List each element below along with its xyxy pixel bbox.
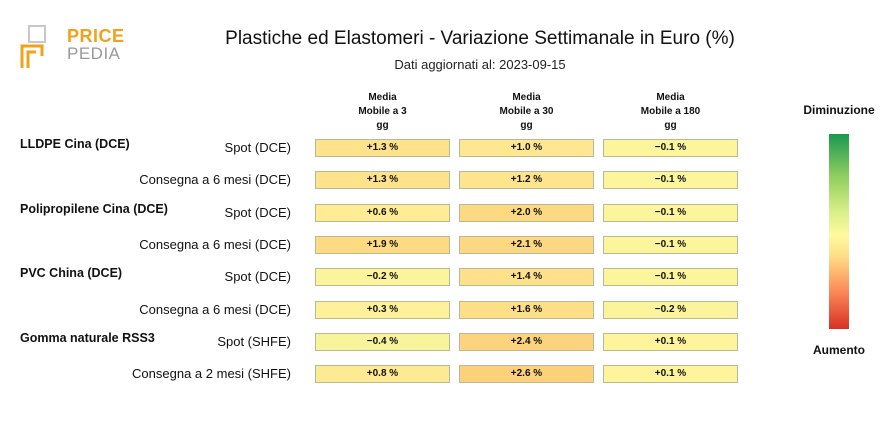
legend-colorbar bbox=[829, 134, 849, 329]
legend-label-bottom: Aumento bbox=[813, 343, 865, 357]
value-cell: −0.4 % bbox=[315, 332, 450, 351]
group-label: PVC China (DCE) bbox=[20, 266, 123, 281]
column-header-line: Media bbox=[512, 92, 541, 103]
value-cell: +0.1 % bbox=[603, 332, 738, 351]
value-cell: +0.6 % bbox=[315, 203, 450, 222]
value-cell: −0.1 % bbox=[603, 268, 738, 287]
row-label: Spot (DCE) bbox=[224, 204, 291, 220]
column-header: Media Mobile a 30 gg bbox=[459, 91, 594, 133]
column-header-line: Media bbox=[368, 92, 397, 103]
column-header-line: gg bbox=[520, 120, 533, 131]
group-label: Polipropilene Cina (DCE) bbox=[20, 201, 168, 216]
row-label: Consegna a 2 mesi (SHFE) bbox=[132, 366, 291, 382]
row-label: Spot (DCE) bbox=[224, 140, 291, 155]
value-cell: +1.0 % bbox=[459, 139, 594, 157]
group-label: Gomma naturale RSS3 bbox=[20, 330, 155, 345]
value-cell: +1.2 % bbox=[459, 171, 594, 190]
row-label: Spot (SHFE) bbox=[217, 333, 291, 349]
value-cell: +1.4 % bbox=[459, 268, 594, 287]
column-header-line: Mobile a 30 bbox=[499, 106, 554, 117]
value-cell: +1.6 % bbox=[459, 300, 594, 319]
logo-word-price: PRICE bbox=[67, 26, 125, 46]
value-cell: −0.1 % bbox=[603, 139, 738, 157]
row-label: Consegna a 6 mesi (DCE) bbox=[139, 236, 291, 252]
chart-subtitle: Dati aggiornati al: 2023-09-15 bbox=[394, 57, 566, 72]
column-header-line: Media bbox=[656, 92, 685, 103]
value-cell: +2.6 % bbox=[459, 365, 594, 384]
column-header-line: Mobile a 3 bbox=[358, 106, 407, 117]
value-cell: +2.0 % bbox=[459, 203, 594, 222]
row-label: Spot (DCE) bbox=[224, 269, 291, 285]
value-cell: +0.1 % bbox=[603, 365, 738, 384]
logo-word-pedia: PEDIA bbox=[67, 44, 121, 63]
row-label: Consegna a 6 mesi (DCE) bbox=[139, 172, 291, 188]
row-label: Consegna a 6 mesi (DCE) bbox=[139, 301, 291, 317]
value-cell: +2.4 % bbox=[459, 332, 594, 351]
value-cell: +1.3 % bbox=[315, 139, 450, 157]
value-cell: −0.2 % bbox=[315, 268, 450, 287]
chart-title: Plastiche ed Elastomeri - Variazione Set… bbox=[225, 28, 735, 49]
value-cell: −0.2 % bbox=[603, 300, 738, 319]
logo-mark-icon bbox=[20, 25, 46, 68]
group-label: LLDPE Cina (DCE) bbox=[20, 137, 130, 151]
legend-label-top: Diminuzione bbox=[803, 103, 875, 117]
column-header-line: gg bbox=[664, 120, 677, 131]
value-cell: +2.1 % bbox=[459, 235, 594, 254]
column-header-line: Mobile a 180 bbox=[640, 106, 701, 117]
value-cell: −0.1 % bbox=[603, 203, 738, 222]
value-cell: +0.8 % bbox=[315, 365, 450, 384]
value-cell: +1.9 % bbox=[315, 235, 450, 254]
value-cell: +0.3 % bbox=[315, 300, 450, 319]
column-header-line: gg bbox=[376, 120, 389, 131]
value-cell: −0.1 % bbox=[603, 235, 738, 254]
column-header: Media Mobile a 3 gg bbox=[315, 91, 450, 133]
value-cell: −0.1 % bbox=[603, 171, 738, 190]
column-header: Media Mobile a 180 gg bbox=[603, 91, 738, 133]
value-cell: +1.3 % bbox=[315, 171, 450, 190]
pricepedia-logo: PRICE PEDIA bbox=[20, 24, 130, 74]
